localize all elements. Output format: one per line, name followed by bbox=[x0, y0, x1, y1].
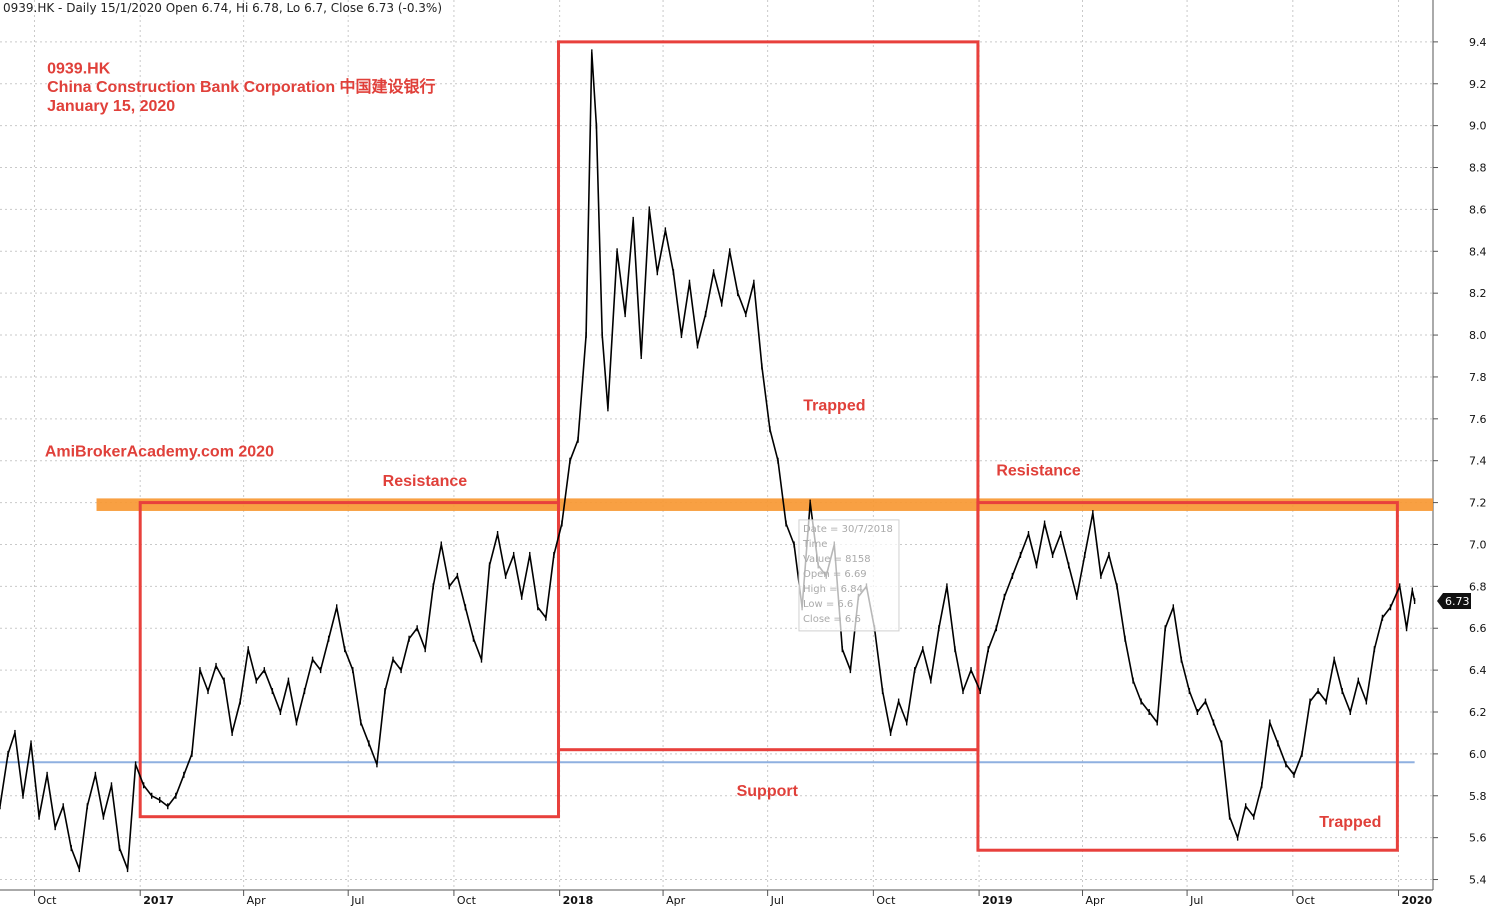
x-axis: Oct 2017 Apr Jul Oct 2018 Apr Jul Oct 2019 Apr Jul O… bbox=[33, 890, 1433, 907]
y-tick-label: 8.0 bbox=[1469, 329, 1487, 342]
x-tick-label: Jul bbox=[770, 894, 784, 907]
x-tick-label: Apr bbox=[1086, 894, 1106, 907]
x-tick-label: Jul bbox=[350, 894, 364, 907]
resistance-label-2019: Resistance bbox=[996, 462, 1081, 479]
resistance-label-2017: Resistance bbox=[383, 473, 468, 490]
resistance-band-layer bbox=[96, 498, 1433, 511]
ticker-label: 0939.HK bbox=[47, 60, 111, 77]
x-tick-label: Jul bbox=[1189, 894, 1203, 907]
y-axis: 5.4 5.6 5.8 6.0 6.2 6.4 6.6 6.8 7.0 7.2 7.4 7.6 7.8 8… bbox=[1433, 36, 1487, 887]
range-box-2 bbox=[556, 40, 980, 752]
y-tick-label: 5.4 bbox=[1469, 874, 1487, 887]
y-tick-label: 5.6 bbox=[1469, 832, 1487, 845]
support-label: Support bbox=[737, 783, 799, 800]
tooltip-line: High = 6.84 bbox=[803, 584, 863, 595]
y-tick-label: 8.2 bbox=[1469, 287, 1487, 300]
y-tick-label: 8.6 bbox=[1469, 203, 1487, 216]
trapped-label-2019: Trapped bbox=[1319, 814, 1381, 831]
tooltip-line: Date = 30/7/2018 bbox=[803, 524, 893, 535]
x-tick-label: 2020 bbox=[1402, 894, 1433, 907]
tooltip-line: Close = 6.6 bbox=[803, 614, 861, 625]
tooltip-box bbox=[798, 519, 900, 632]
resistance-band bbox=[96, 498, 1433, 511]
y-tick-label: 7.8 bbox=[1469, 371, 1487, 384]
watermark-label: AmiBrokerAcademy.com 2020 bbox=[45, 444, 274, 461]
x-tick-label: 2019 bbox=[982, 894, 1013, 907]
data-tooltip: Date = 30/7/2018 Time Value = 8158 Open = 6… bbox=[798, 519, 900, 632]
x-tick-label: Oct bbox=[457, 894, 477, 907]
y-tick-label: 9.0 bbox=[1469, 120, 1487, 133]
range-boxes bbox=[138, 40, 1399, 852]
badge-text: 6.73 bbox=[1445, 595, 1470, 608]
y-tick-label: 5.8 bbox=[1469, 790, 1487, 803]
range-box-3 bbox=[976, 501, 1399, 852]
y-tick-label: 7.6 bbox=[1469, 413, 1487, 426]
y-tick-label: 6.8 bbox=[1469, 580, 1487, 593]
tooltip-line: Open = 6.69 bbox=[803, 569, 867, 580]
y-tick-label: 6.4 bbox=[1469, 664, 1487, 677]
trapped-label-2018: Trapped bbox=[803, 397, 865, 414]
x-tick-label: Apr bbox=[666, 894, 686, 907]
x-tick-label: 2018 bbox=[563, 894, 594, 907]
x-tick-label: Oct bbox=[876, 894, 896, 907]
badge-shape bbox=[1437, 593, 1471, 610]
y-tick-label: 7.0 bbox=[1469, 538, 1487, 551]
y-tick-label: 6.2 bbox=[1469, 706, 1487, 719]
y-tick-label: 9.2 bbox=[1469, 78, 1487, 91]
tooltip-line: Time bbox=[802, 539, 827, 550]
y-tick-label: 8.8 bbox=[1469, 162, 1487, 175]
date-label: January 15, 2020 bbox=[47, 98, 175, 115]
chart-header: 0939.HK - Daily 15/1/2020 Open 6.74, Hi … bbox=[3, 1, 442, 15]
company-label: China Construction Bank Corporation 中国建设… bbox=[47, 77, 435, 96]
tooltip-line: Value = 8158 bbox=[803, 554, 871, 565]
y-tick-label: 7.4 bbox=[1469, 455, 1487, 468]
tooltip-line: Low = 6.6 bbox=[803, 599, 853, 610]
y-tick-label: 9.4 bbox=[1469, 36, 1487, 49]
x-tick-label: Oct bbox=[37, 894, 57, 907]
price-series-layer bbox=[0, 49, 1416, 873]
x-tick-label: Oct bbox=[1296, 894, 1316, 907]
tooltip-lines: Date = 30/7/2018 Time Value = 8158 Open = 6… bbox=[802, 524, 893, 625]
x-tick-label: 2017 bbox=[143, 894, 174, 907]
last-price-badge: 6.73 bbox=[1437, 593, 1471, 610]
y-tick-label: 6.0 bbox=[1469, 748, 1487, 761]
y-tick-label: 8.4 bbox=[1469, 245, 1487, 258]
x-tick-label: Apr bbox=[247, 894, 267, 907]
y-tick-label: 6.6 bbox=[1469, 622, 1487, 635]
y-tick-label: 7.2 bbox=[1469, 497, 1487, 510]
